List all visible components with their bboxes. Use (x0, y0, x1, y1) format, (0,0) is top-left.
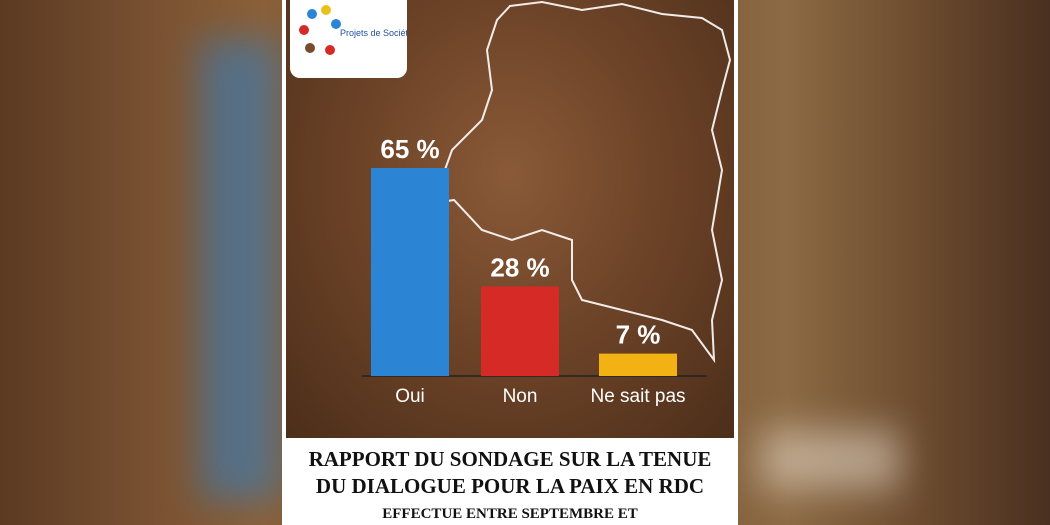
value-label: 7 % (616, 320, 661, 350)
poster: Projets de Société 65 % Oui 28 % Non 7 % Ne s… (282, 0, 738, 525)
logo: Projets de Société (290, 0, 413, 78)
bar (481, 286, 559, 376)
bar (371, 168, 449, 376)
logo-graphic: Projets de Société (299, 5, 413, 55)
logo-text: Projets de Société (340, 28, 407, 38)
category-label: Ne sait pas (590, 386, 685, 407)
report-title: RAPPORT DU SONDAGE SUR LA TENUE DU DIALO… (308, 447, 712, 498)
report-subtitle: EFFECTUE ENTRE SEPTEMBRE ET (382, 506, 638, 522)
blurred-background (200, 40, 280, 500)
category-label: Non (503, 386, 538, 407)
category-label: Oui (395, 386, 425, 407)
bar (599, 353, 677, 376)
value-label: 28 % (490, 252, 549, 282)
value-label: 65 % (380, 134, 439, 164)
blurred-background (760, 430, 900, 490)
chart: 65 % Oui 28 % Non 7 % Ne sait pas (362, 0, 732, 407)
